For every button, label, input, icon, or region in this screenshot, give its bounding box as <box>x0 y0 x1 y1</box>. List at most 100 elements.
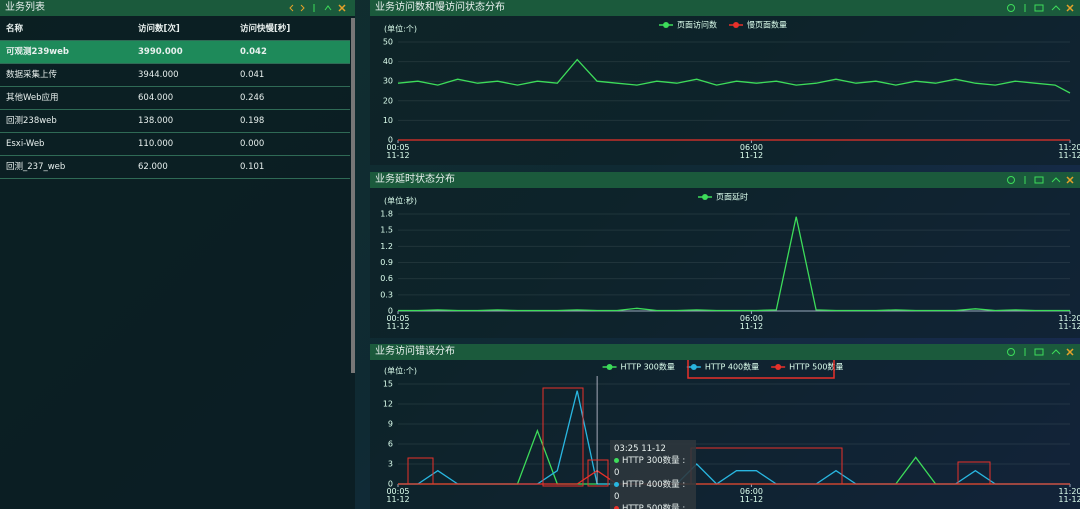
y-tick-label: 0 <box>388 307 393 316</box>
x-tick-label: 11:20 11-12 <box>1058 143 1080 160</box>
legend-label: 慢页面数量 <box>747 20 787 30</box>
x-tick-label: 06:00 11-12 <box>739 314 764 331</box>
table-cell: 数据采集上传 <box>6 70 58 80</box>
table-row: Esxi-Web 110.000 0.000 <box>0 133 350 156</box>
y-tick-label: 0 <box>388 480 393 489</box>
tooltip: 03:25 11-12 HTTP 300数量 : 0 HTTP 400数量 : 0 H… <box>610 440 696 509</box>
legend-label: 页面访问数 <box>677 20 717 30</box>
y-tick-label: 0.6 <box>380 274 393 283</box>
header-row: 名称 访问数[次] 访问快慢[秒] <box>0 18 350 41</box>
table-cell: 604.000 <box>138 93 174 103</box>
table-row: 回测_237_web 62.000 0.101 <box>0 156 350 179</box>
table-cell: 0.198 <box>240 116 265 126</box>
tooltip-text: HTTP 500数量 : 2 <box>622 504 686 509</box>
legend-item: HTTP 500数量 <box>771 362 843 372</box>
y-tick-label: 3 <box>388 460 393 469</box>
table-row: 回测238web 138.000 0.198 <box>0 110 350 133</box>
panel-title: 业务访问错误分布 <box>370 344 1080 360</box>
column-header: 名称 <box>6 24 24 34</box>
table-cell: 可观测239web <box>6 47 69 57</box>
tooltip-line: HTTP 400数量 : 0 <box>614 479 692 503</box>
tooltip-dot <box>614 506 619 509</box>
panel-tools[interactable] <box>1006 174 1076 186</box>
legend-label: HTTP 500数量 <box>789 362 843 372</box>
x-tick-label: 11:20 11-12 <box>1058 487 1080 504</box>
y-tick-label: 1.8 <box>380 210 393 219</box>
panel-tools[interactable] <box>1006 2 1076 14</box>
table-cell: 0.041 <box>240 70 265 80</box>
table-cell: 0.101 <box>240 162 265 172</box>
y-tick-label: 20 <box>383 96 393 105</box>
table-cell: 110.000 <box>138 139 174 149</box>
unit-label: (单位:个) <box>384 366 417 376</box>
unit-label: (单位:个) <box>384 24 417 34</box>
legend-marker <box>702 194 708 200</box>
legend-label: 页面延时 <box>716 192 748 202</box>
table-row: 其他Web应用 604.000 0.246 <box>0 87 350 110</box>
y-tick-label: 1.5 <box>380 226 393 235</box>
table-row[interactable]: 可观测239web 3990.000 0.042 <box>0 41 350 64</box>
table-cell: 3944.000 <box>138 70 179 80</box>
table-cell: 其他Web应用 <box>6 93 59 103</box>
legend-label: HTTP 300数量 <box>621 362 675 372</box>
tooltip-text: HTTP 400数量 : 0 <box>614 480 686 502</box>
table: 名称 访问数[次] 访问快慢[秒] 可观测239web 3990.000 0.042 数据采… <box>0 18 350 179</box>
table-cell: Esxi-Web <box>6 139 45 149</box>
legend-item: HTTP 400数量 <box>686 362 759 372</box>
chart-panel: 业务延时状态分布 (单位:秒) 0 0.3 0.6 0.9 1.2 1.5 1.8 页面延时 00:… <box>370 172 1080 338</box>
x-tick-label: 06:00 11-12 <box>739 487 764 504</box>
chart: (单位:个) 0 10 20 30 40 50 页面访问数 慢页面数量 <box>383 20 1071 145</box>
table-cell: 3990.000 <box>138 47 183 57</box>
y-tick-label: 12 <box>383 400 393 409</box>
y-tick-label: 50 <box>383 38 393 47</box>
panel-tools[interactable] <box>289 3 349 13</box>
list-panel: 业务列表 名称 访问数[次] 访问快慢[秒] 可观测239web 3990.000 0.0… <box>0 0 355 509</box>
legend-marker <box>733 22 739 28</box>
legend-item: HTTP 300数量 <box>602 362 675 372</box>
panel-tools[interactable] <box>1006 346 1076 358</box>
tooltip-dot <box>614 458 619 463</box>
table-cell: 62.000 <box>138 162 168 172</box>
column-header: 访问快慢[秒] <box>240 24 291 34</box>
table-cell: 138.000 <box>138 116 174 126</box>
y-tick-label: 15 <box>383 380 393 389</box>
series-line <box>398 216 1070 312</box>
legend-marker <box>775 364 782 370</box>
legend-item: 慢页面数量 <box>729 20 787 30</box>
y-tick-label: 9 <box>388 420 393 429</box>
table-cell: 0.042 <box>240 47 267 57</box>
y-tick-label: 0.3 <box>380 290 393 299</box>
legend-marker <box>690 364 697 370</box>
column-header: 访问数[次] <box>138 24 180 34</box>
tooltip-line: HTTP 500数量 : 2 <box>614 503 692 509</box>
panel-title: 业务延时状态分布 <box>370 172 1080 188</box>
y-tick-label: 1.2 <box>380 242 393 251</box>
legend-item: 页面延时 <box>698 192 748 202</box>
table-row: 数据采集上传 3944.000 0.041 <box>0 64 350 87</box>
x-tick-label: 11:20 11-12 <box>1058 314 1080 331</box>
series-line <box>397 58 1071 94</box>
legend-label: HTTP 400数量 <box>705 362 759 372</box>
scrollbar[interactable] <box>351 18 355 373</box>
tooltip-text: HTTP 300数量 : 0 <box>614 456 686 478</box>
chart-panel: 业务访问错误分布 (单位:个) 0 3 6 9 12 15 HTTP 300数量 HTTP 400… <box>370 344 1080 509</box>
table-cell: 回测_237_web <box>6 162 66 172</box>
y-tick-label: 40 <box>383 57 393 66</box>
panel-title: 业务访问数和慢访问状态分布 <box>370 0 1080 16</box>
y-tick-label: 30 <box>383 77 393 86</box>
y-tick-label: 0.9 <box>380 258 393 267</box>
tooltip-title: 03:25 11-12 <box>614 444 666 454</box>
table-cell: 回测238web <box>6 116 57 126</box>
tooltip-dot <box>614 482 619 487</box>
x-tick-label: 00:05 11-12 <box>386 143 410 160</box>
legend-item: 页面访问数 <box>659 20 717 30</box>
y-tick-label: 10 <box>383 116 393 125</box>
x-tick-label: 00:05 11-12 <box>386 314 410 331</box>
table-cell: 0.246 <box>240 93 265 103</box>
y-tick-label: 0 <box>388 136 393 145</box>
y-tick-label: 6 <box>388 440 393 449</box>
chart-panel: 业务访问数和慢访问状态分布 (单位:个) 0 10 20 30 40 50 页面访问数 慢页面数量… <box>370 0 1080 165</box>
legend-marker <box>663 22 669 28</box>
panel-title: 业务列表 <box>0 0 355 16</box>
